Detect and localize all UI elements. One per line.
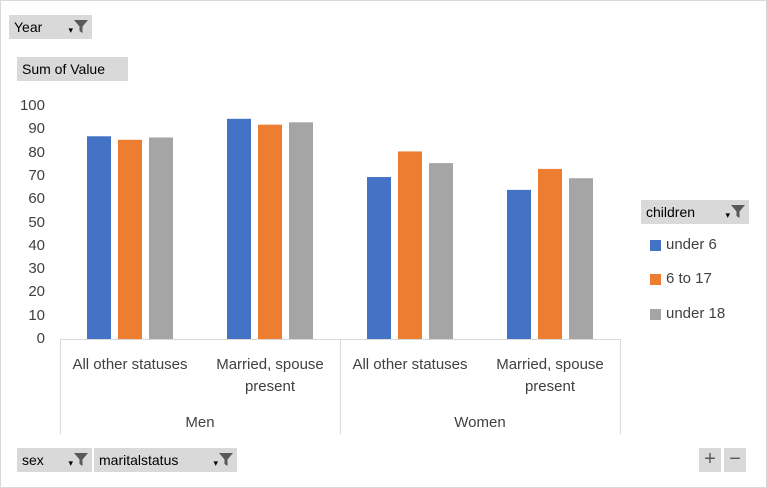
y-tick-label: 60 [28,190,45,208]
legend-swatch [650,274,661,285]
bar-under-18-2[interactable] [429,163,453,339]
y-tick-label: 10 [28,306,45,324]
x-category-label: Married, spouse present [216,356,324,395]
year-filter-button[interactable]: Year ▾ [9,15,92,39]
legend-swatch [650,240,661,251]
zoom-out-icon: − [729,448,741,470]
dropdown-arrow-icon: ▾ [68,458,73,468]
x-group-label: Men [185,414,215,431]
legend-label: 6 to 17 [666,270,712,287]
legend-label: under 6 [666,236,717,253]
y-tick-label: 0 [36,330,45,347]
legend-label: under 18 [666,305,726,322]
bar-under-18-0[interactable] [149,137,173,339]
x-category-label: All other statuses [352,356,468,373]
y-tick-label: 20 [28,283,45,301]
dropdown-arrow-icon: ▾ [725,210,730,220]
filter-funnel-icon [74,453,88,466]
bar-under-18-3[interactable] [569,178,593,339]
maritalstatus-filter-button[interactable]: maritalstatus ▾ [94,448,237,472]
y-tick-label: 80 [28,143,45,161]
bar-under-6-1[interactable] [227,118,251,339]
dropdown-arrow-icon: ▾ [68,25,73,35]
y-tick-label: 70 [28,166,45,184]
children-filter-button[interactable]: children ▾ [641,200,749,224]
filter-funnel-icon [219,453,233,466]
bar-under-6-0[interactable] [87,136,111,339]
value-field-button[interactable]: Sum of Value [17,57,128,81]
x-group-label: Women [454,414,506,431]
value-field-label: Sum of Value [22,61,106,77]
zoom-out-button[interactable]: − [724,448,746,472]
x-category-label: Married, spouse present [496,356,604,395]
sex-filter-label: sex [22,452,44,468]
zoom-in-button[interactable]: + [699,448,721,472]
zoom-in-icon: + [704,448,716,470]
y-tick-label: 90 [28,120,45,138]
y-tick-label: 50 [28,213,45,231]
bar-6-to-17-0[interactable] [118,139,142,339]
bar-under-18-1[interactable] [289,122,313,339]
bar-under-6-3[interactable] [507,189,531,339]
maritalstatus-filter-label: maritalstatus [99,452,179,468]
filter-funnel-icon [74,20,88,33]
bar-under-6-2[interactable] [367,177,391,339]
sex-filter-button[interactable]: sex ▾ [17,448,92,472]
x-category-label: All other statuses [72,356,188,373]
y-tick-label: 30 [28,260,45,278]
legend-swatch [650,309,661,320]
year-filter-label: Year [14,19,43,35]
filter-funnel-icon [731,205,745,218]
dropdown-arrow-icon: ▾ [213,458,218,468]
y-tick-label: 40 [28,236,45,254]
bar-6-to-17-2[interactable] [398,151,422,339]
bar-6-to-17-1[interactable] [258,124,282,339]
bar-6-to-17-3[interactable] [538,168,562,339]
legend-title: children [646,204,696,220]
y-tick-label: 100 [19,97,45,114]
